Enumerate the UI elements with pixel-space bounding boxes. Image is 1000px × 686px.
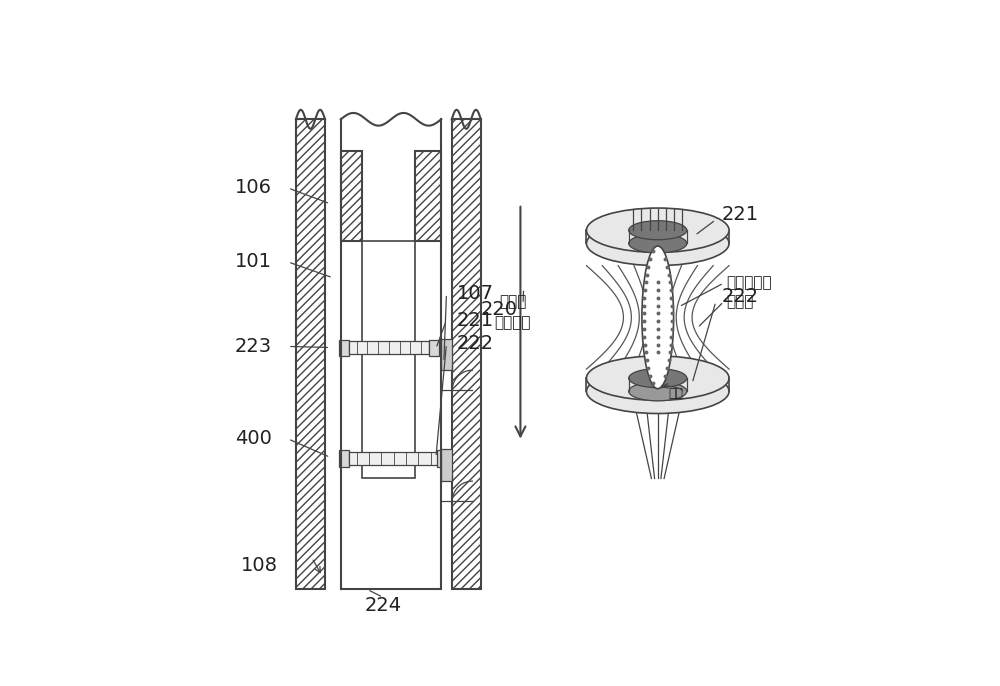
Ellipse shape bbox=[629, 234, 687, 253]
Bar bbox=[452, 119, 481, 589]
Text: 221: 221 bbox=[721, 205, 758, 224]
Bar bbox=[362, 241, 415, 479]
Ellipse shape bbox=[586, 369, 729, 414]
Text: 223: 223 bbox=[235, 337, 272, 356]
Text: 等离子射流: 等离子射流 bbox=[726, 276, 772, 291]
Text: 电流: 电流 bbox=[668, 388, 683, 401]
Text: 221: 221 bbox=[457, 311, 494, 329]
Text: 磁力线: 磁力线 bbox=[726, 294, 754, 309]
Text: 400: 400 bbox=[235, 429, 272, 449]
Ellipse shape bbox=[586, 222, 729, 265]
Bar bbox=[341, 151, 362, 241]
Text: 106: 106 bbox=[235, 178, 272, 198]
Ellipse shape bbox=[586, 356, 729, 401]
Bar bbox=[441, 449, 452, 481]
Ellipse shape bbox=[642, 246, 674, 389]
Ellipse shape bbox=[586, 208, 729, 252]
Text: 222: 222 bbox=[721, 287, 758, 306]
Text: 220: 220 bbox=[481, 300, 518, 319]
Bar bbox=[415, 151, 441, 241]
Text: 224: 224 bbox=[365, 595, 402, 615]
Ellipse shape bbox=[629, 368, 687, 388]
Bar bbox=[437, 451, 446, 467]
Bar bbox=[349, 452, 439, 465]
Text: 101: 101 bbox=[235, 252, 272, 272]
Text: 等离子
射流方向: 等离子 射流方向 bbox=[494, 294, 531, 330]
Ellipse shape bbox=[629, 221, 687, 239]
Text: 222: 222 bbox=[457, 334, 494, 353]
Bar bbox=[349, 341, 429, 355]
Bar bbox=[339, 340, 349, 356]
Text: 107: 107 bbox=[457, 284, 494, 303]
Text: 108: 108 bbox=[240, 556, 277, 575]
Ellipse shape bbox=[629, 382, 687, 401]
Bar bbox=[296, 119, 325, 589]
Bar bbox=[441, 338, 452, 370]
Bar bbox=[429, 340, 439, 356]
Bar bbox=[339, 451, 349, 467]
